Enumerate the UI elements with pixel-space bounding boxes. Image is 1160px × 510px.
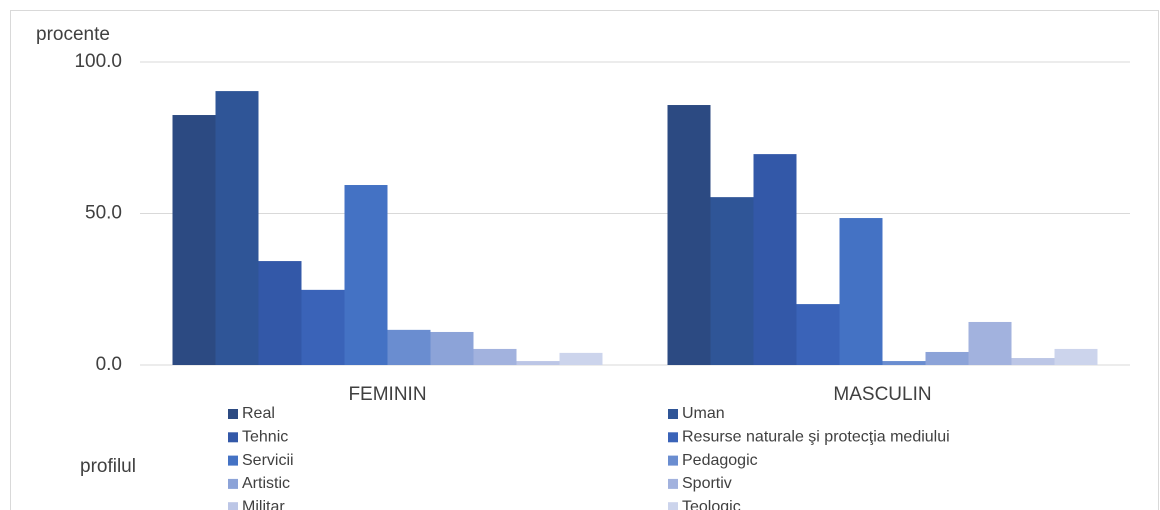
chart-border: [10, 10, 1159, 510]
legend-label: Pedagogic: [682, 452, 758, 469]
bar: [516, 361, 560, 365]
legend-label: Real: [242, 405, 275, 422]
y-tick-label: 100.0: [74, 51, 122, 72]
legend-label: Servicii: [242, 452, 294, 469]
bar: [172, 115, 216, 366]
x-tick-label: FEMININ: [348, 384, 426, 405]
legend-label: Resurse naturale şi protecţia mediului: [682, 429, 950, 446]
bar: [301, 289, 345, 365]
legend-label: Sportiv: [682, 475, 732, 492]
legend-swatch: [228, 432, 238, 443]
legend-swatch: [668, 455, 678, 466]
bar: [925, 351, 969, 365]
bar: [968, 321, 1012, 365]
bar: [430, 331, 474, 365]
legend-swatch: [228, 478, 238, 489]
bar: [882, 361, 926, 365]
bar: [667, 105, 711, 365]
y-axis-title: procente: [36, 24, 110, 45]
y-tick-label: 50.0: [85, 203, 122, 224]
legend-label: Tehnic: [242, 429, 288, 446]
bar: [344, 185, 388, 365]
legend-swatch: [228, 502, 238, 510]
bar: [710, 197, 754, 365]
bar: [387, 329, 431, 365]
x-axis-title: profilul: [80, 456, 136, 477]
legend-swatch: [668, 502, 678, 510]
bar: [753, 154, 797, 365]
legend-label: Artistic: [242, 475, 290, 492]
legend-swatch: [228, 409, 238, 419]
legend-swatch: [228, 455, 238, 466]
legend-label: Uman: [682, 405, 725, 422]
legend-swatch: [668, 432, 678, 443]
bar: [559, 352, 603, 365]
legend-label: Teologic: [682, 498, 741, 510]
bar: [796, 304, 840, 365]
bar: [1054, 348, 1098, 365]
bar: [1011, 358, 1055, 365]
x-tick-label: MASCULIN: [833, 384, 931, 405]
bar: [473, 348, 517, 365]
bar: [258, 261, 302, 365]
legend-swatch: [668, 409, 678, 419]
legend-label: Militar: [242, 498, 285, 510]
bar: [839, 218, 883, 365]
bar: [215, 91, 259, 365]
y-tick-label: 0.0: [96, 354, 122, 375]
legend-swatch: [668, 478, 678, 489]
